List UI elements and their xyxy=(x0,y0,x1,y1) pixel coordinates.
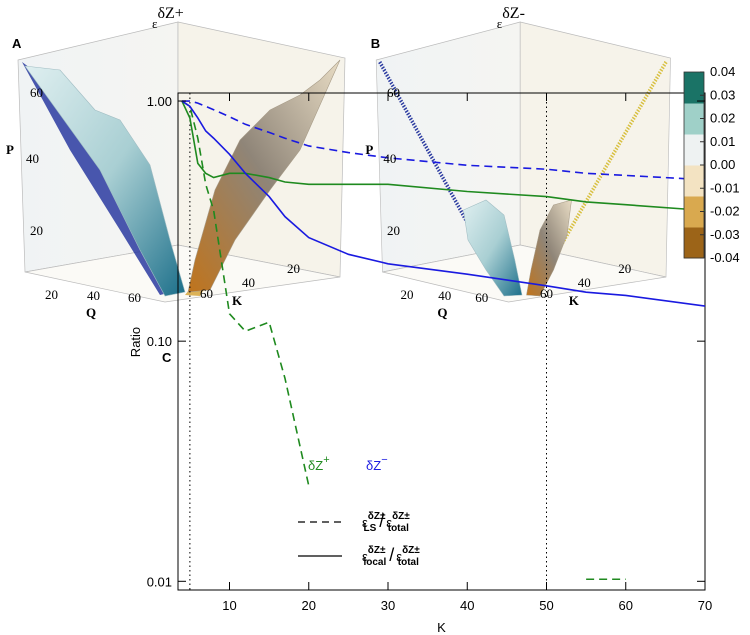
panel-title: εδZ+ xyxy=(152,5,184,31)
z-tick-label: 20 xyxy=(387,223,400,238)
panel-label: C xyxy=(162,350,172,365)
x-tick-label: 30 xyxy=(381,598,395,613)
text-part: total xyxy=(398,557,419,568)
text-part: δZ± xyxy=(402,545,420,556)
y-tick-label: 1.00 xyxy=(147,94,172,109)
text-part: − xyxy=(381,454,387,466)
panel-b-box xyxy=(375,21,671,303)
z-tick-label: 20 xyxy=(30,223,43,238)
text-part: δZ xyxy=(308,458,323,473)
colorbar-segment xyxy=(684,227,704,259)
text-part: δZ± xyxy=(368,511,386,522)
z-tick-label: 60 xyxy=(387,85,400,100)
y-tick-label: 60 xyxy=(540,286,553,301)
x-tick-label: 20 xyxy=(401,287,414,302)
text-part: δZ± xyxy=(392,511,410,522)
colorbar-tick-label: -0.03 xyxy=(710,227,740,242)
text-part: total xyxy=(388,523,409,534)
text-part: ε xyxy=(386,515,392,530)
y-tick-label: 60 xyxy=(200,286,213,301)
colorbar-segment xyxy=(684,72,704,104)
colorbar-tick-label: -0.04 xyxy=(710,250,740,265)
z-tick-label: 60 xyxy=(30,85,43,100)
series-line xyxy=(181,100,705,307)
colorbar-tick-label: 0.02 xyxy=(710,111,735,126)
x-axis-label: K xyxy=(437,620,446,635)
colorbar-tick-label: 0.04 xyxy=(710,64,735,79)
text-part: ε xyxy=(152,16,158,31)
y-axis-label: K xyxy=(232,293,243,308)
x-tick-label: 70 xyxy=(698,598,712,613)
text-part: LS xyxy=(363,523,376,534)
z-axis-label: P xyxy=(365,142,373,157)
series-line xyxy=(181,100,310,486)
text-part: ε xyxy=(497,16,503,31)
text-part: δZ+ xyxy=(157,5,183,22)
y-tick-label: 20 xyxy=(287,261,300,276)
x-tick-label: 40 xyxy=(460,598,474,613)
x-tick-label: 20 xyxy=(45,287,58,302)
y-axis-label: Ratio xyxy=(128,327,143,357)
y-tick-label: 0.10 xyxy=(147,334,172,349)
x-axis-label: Q xyxy=(86,305,96,320)
x-axis-label: Q xyxy=(437,305,447,320)
x-tick-label: 60 xyxy=(128,290,141,305)
text-part: / xyxy=(379,511,384,531)
text-part: ε xyxy=(362,515,368,530)
x-tick-label: 60 xyxy=(475,290,488,305)
x-tick-label: 60 xyxy=(619,598,633,613)
text-part: δZ± xyxy=(368,545,386,556)
text-part: + xyxy=(323,454,329,466)
colorbar-tick-label: 0.01 xyxy=(710,134,735,149)
colorbar-tick-label: 0.03 xyxy=(710,87,735,102)
x-tick-label: 40 xyxy=(87,288,100,303)
colorbar-segment xyxy=(684,103,704,135)
z-tick-label: 40 xyxy=(26,151,39,166)
series-line xyxy=(181,100,705,181)
colorbar-tick-label: -0.02 xyxy=(710,204,740,219)
text-part: δZ xyxy=(366,458,381,473)
y-tick-label: 20 xyxy=(618,261,631,276)
y-axis-label: K xyxy=(569,293,580,308)
annotation: δZ− xyxy=(366,454,388,473)
text-part: / xyxy=(389,545,394,565)
z-axis-label: P xyxy=(6,142,14,157)
colorbar-segment xyxy=(684,165,704,197)
annotation: δZ+ xyxy=(308,454,330,473)
panel-a-box xyxy=(17,21,346,303)
colorbar-tick-label: -0.01 xyxy=(710,180,740,195)
z-tick-label: 40 xyxy=(383,151,396,166)
y-tick-label: 0.01 xyxy=(147,574,172,589)
panel-label: B xyxy=(371,36,380,51)
x-tick-label: 20 xyxy=(302,598,316,613)
y-tick-label: 40 xyxy=(578,275,591,290)
colorbar-segment xyxy=(684,134,704,166)
colorbar-segment xyxy=(684,196,704,228)
panel-title: εδZ- xyxy=(497,5,525,31)
text-part: δZ- xyxy=(502,5,525,22)
x-tick-label: 10 xyxy=(222,598,236,613)
x-tick-label: 50 xyxy=(539,598,553,613)
text-part: local xyxy=(363,557,386,568)
panel-label: A xyxy=(12,36,22,51)
series-line xyxy=(181,100,705,212)
x-tick-label: 40 xyxy=(438,288,451,303)
plot-area xyxy=(181,93,705,590)
text-part: ε xyxy=(362,549,368,564)
y-tick-label: 40 xyxy=(242,275,255,290)
colorbar-tick-label: 0.00 xyxy=(710,157,735,172)
legend-label: εδZ± local / εδZ± total xyxy=(362,545,420,568)
legend-label: εδZ± LS / εδZ± total xyxy=(362,511,410,534)
text-part: ε xyxy=(396,549,402,564)
